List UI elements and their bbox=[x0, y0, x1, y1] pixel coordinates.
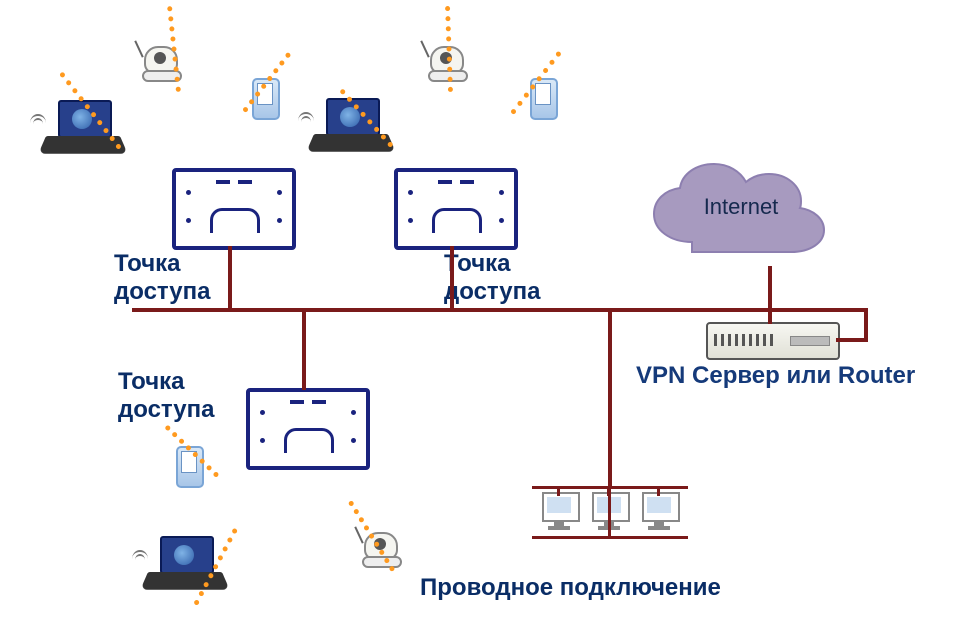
diagram-canvas: { "type": "network-diagram", "canvas": {… bbox=[0, 0, 974, 619]
wire-pc-branch-v bbox=[608, 310, 612, 488]
wire-bus bbox=[132, 308, 868, 312]
access-point-1-label: Точка доступа bbox=[114, 250, 210, 305]
access-point-2-label: Точка доступа bbox=[444, 250, 540, 305]
internet-cloud-icon: Internet bbox=[646, 156, 836, 266]
internet-label: Internet bbox=[646, 194, 836, 220]
laptop-icon bbox=[46, 100, 120, 156]
access-point-2 bbox=[394, 168, 518, 250]
wired-connection-label: Проводное подключение bbox=[420, 574, 721, 602]
wire-pc3-stub bbox=[657, 486, 660, 496]
router-label: VPN Сервер или Router bbox=[636, 362, 915, 390]
access-point-1 bbox=[172, 168, 296, 250]
router-icon bbox=[706, 322, 840, 360]
wire-pc-join bbox=[608, 486, 611, 538]
access-point-3 bbox=[246, 388, 370, 470]
pc-icon bbox=[540, 492, 578, 532]
wire-ap1-drop bbox=[228, 246, 232, 310]
wire-ap3-riser bbox=[302, 310, 306, 390]
wire-router-drop bbox=[768, 266, 772, 324]
wire-pc1-stub bbox=[557, 486, 560, 496]
pc-icon bbox=[640, 492, 678, 532]
access-point-3-label: Точка доступа bbox=[118, 368, 214, 423]
wire-router-to-bus bbox=[864, 308, 868, 342]
wire-router-hz bbox=[836, 338, 868, 342]
wire-ap2-drop bbox=[450, 246, 454, 310]
laptop-icon bbox=[148, 536, 222, 592]
